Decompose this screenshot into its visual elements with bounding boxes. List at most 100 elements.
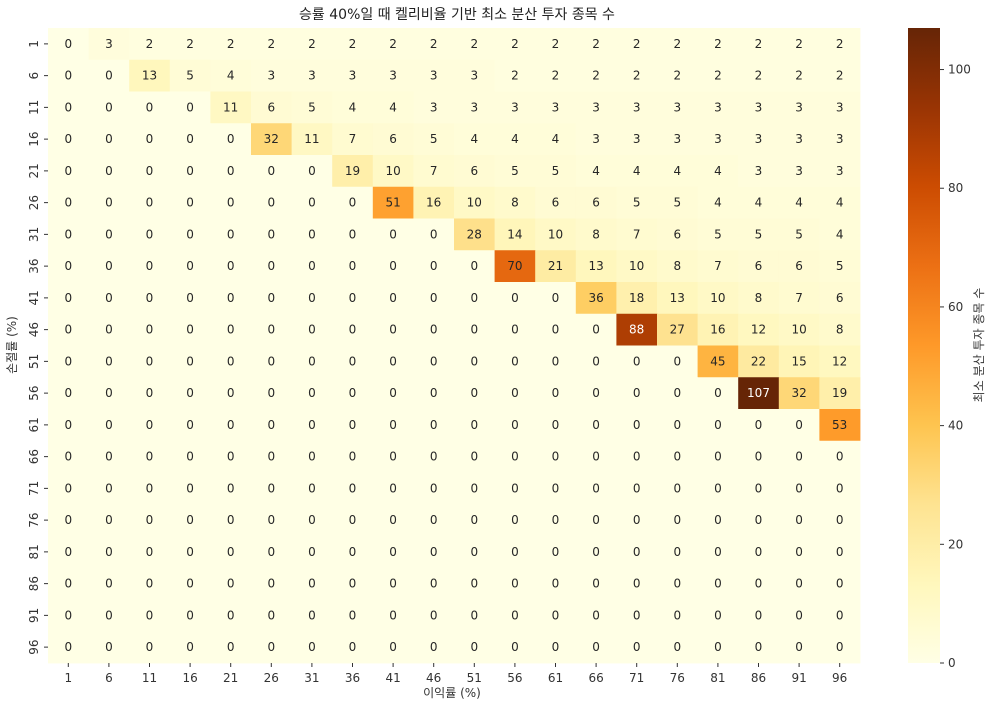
cell-value-label: 0 [349,354,357,368]
cell-value-label: 0 [146,227,154,241]
cell-value-label: 0 [308,640,316,654]
cell-value-label: 0 [755,418,763,432]
cell-value-label: 0 [267,513,275,527]
cell-value-label: 0 [64,513,72,527]
cell-value-label: 0 [227,227,235,241]
heatmap-cell [413,599,455,632]
colorbar-label: 최소 분산 투자 종목 수 [972,288,986,403]
heatmap-cell [251,123,292,156]
cell-value-label: 0 [592,577,600,591]
heatmap-cell [778,472,820,505]
heatmap-cell [332,91,374,124]
cell-value-label: 0 [511,386,519,400]
y-tick-label: 86 [27,576,41,591]
x-tick-label: 21 [223,671,238,685]
heatmap-cell [88,218,130,251]
cell-value-label: 2 [755,69,763,83]
cell-value-label: 5 [430,132,438,146]
heatmap-cell [210,28,252,61]
cell-value-label: 3 [633,132,641,146]
heatmap-cell [291,155,333,188]
cell-value-label: 0 [592,354,600,368]
cell-value-label: 0 [430,323,438,337]
heatmap-cell [778,123,820,156]
cell-value-label: 4 [349,100,357,114]
cell-value-label: 0 [308,291,316,305]
x-tick-label: 26 [264,671,279,685]
heatmap-cell [169,186,211,219]
cell-value-label: 0 [267,640,275,654]
heatmap-cell [291,250,333,283]
heatmap-cell [332,155,374,188]
cell-value-label: 0 [795,545,803,559]
cell-value-label: 19 [345,164,360,178]
heatmap-cell [778,504,820,537]
heatmap-cell [494,250,536,283]
cell-value-label: 2 [836,69,844,83]
heatmap-cell [819,536,861,569]
cell-value-label: 4 [227,69,235,83]
cell-value-label: 0 [308,386,316,400]
cell-value-label: 0 [64,450,72,464]
cell-value-label: 0 [552,386,560,400]
cell-value-label: 2 [592,37,600,51]
cell-value-label: 0 [552,577,560,591]
cell-value-label: 5 [714,227,722,241]
cell-value-label: 0 [186,196,194,210]
cell-value-label: 0 [511,354,519,368]
heatmap-cell [372,155,414,188]
cell-value-label: 0 [592,513,600,527]
cell-value-label: 0 [714,418,722,432]
cell-value-label: 0 [389,450,397,464]
heatmap-cell [413,186,455,219]
cell-value-label: 0 [389,291,397,305]
heatmap-cell [210,377,252,410]
heatmap-cell [819,345,861,378]
heatmap-cell [48,345,89,378]
heatmap-cell [819,91,861,124]
heatmap-cell [88,567,130,600]
heatmap-cell [210,567,252,600]
cell-value-label: 0 [105,513,113,527]
cell-value-label: 0 [308,227,316,241]
heatmap-cell [291,123,333,156]
x-tick-label: 41 [385,671,400,685]
colorbar-tick-label: 80 [948,181,963,195]
cell-value-label: 0 [673,608,681,622]
cell-value-label: 4 [633,164,641,178]
heatmap-cell [616,59,658,92]
cell-value-label: 0 [105,386,113,400]
cell-value-label: 4 [795,196,803,210]
heatmap-cell [778,567,820,600]
y-tick-label: 76 [27,512,41,527]
heatmap-cell [616,567,658,600]
heatmap-cell [494,377,536,410]
cell-value-label: 0 [511,577,519,591]
heatmap-cell [169,536,211,569]
cell-value-label: 0 [267,259,275,273]
heatmap-cell [88,631,130,664]
heatmap-cell [657,155,698,188]
heatmap-cell [169,504,211,537]
heatmap-cell [210,631,252,664]
cell-value-label: 0 [673,481,681,495]
heatmap-cell [129,472,171,505]
cell-value-label: 2 [227,37,235,51]
x-tick-label: 31 [304,671,319,685]
heatmap-cell [819,472,861,505]
cell-value-label: 2 [714,69,722,83]
heatmap-cell [413,218,455,251]
heatmap-cell [372,567,414,600]
cell-value-label: 0 [673,386,681,400]
x-tick-label: 11 [142,671,157,685]
heatmap-cell [413,631,455,664]
heatmap-cell [413,123,455,156]
heatmap-cell [48,28,89,61]
cell-value-label: 10 [385,164,400,178]
cell-value-label: 2 [308,37,316,51]
heatmap-cell [48,123,89,156]
heatmap-cell [169,28,211,61]
heatmap-cell [535,345,577,378]
heatmap-cell [88,504,130,537]
